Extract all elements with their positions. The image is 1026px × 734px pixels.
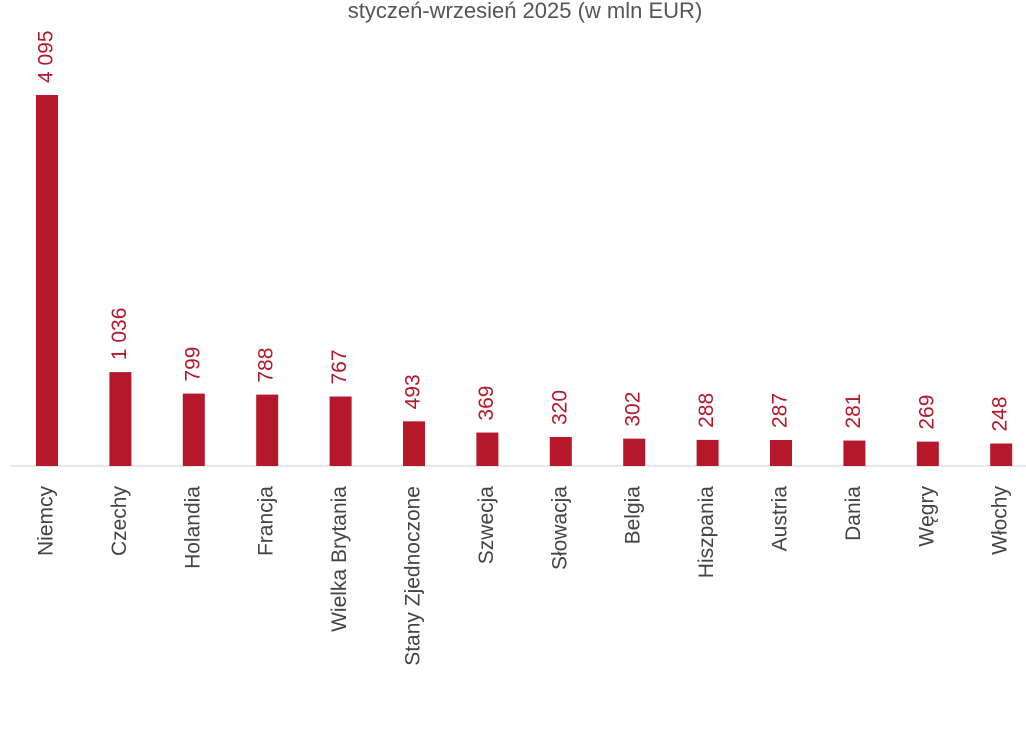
x-tick-label: Szwecja — [475, 486, 498, 565]
value-label: 248 — [989, 396, 1012, 431]
x-tick-label: Wielka Brytania — [328, 486, 351, 632]
bar — [182, 393, 205, 466]
bar — [36, 95, 58, 466]
value-label: 1 036 — [108, 308, 131, 361]
value-label: 799 — [181, 347, 204, 382]
bar — [549, 437, 572, 466]
value-label: 767 — [328, 349, 351, 384]
value-label: 269 — [915, 395, 938, 430]
x-tick-label: Belgia — [622, 486, 645, 545]
bar — [696, 439, 719, 466]
x-tick-label: Austria — [769, 486, 792, 552]
x-tick-label: Słowacja — [548, 486, 571, 570]
chart-title: styczeń-wrzesień 2025 (w mln EUR) — [348, 0, 703, 23]
x-tick-label: Niemcy — [35, 486, 58, 557]
x-tick-label: Stany Zjednoczone — [402, 486, 425, 666]
x-tick-label: Holandia — [181, 486, 204, 569]
bar — [623, 438, 646, 466]
value-label: 493 — [402, 374, 425, 409]
bar — [476, 432, 499, 466]
value-label: 302 — [622, 392, 645, 427]
value-label: 287 — [769, 393, 792, 428]
value-label: 369 — [475, 386, 498, 421]
value-label: 4 095 — [35, 30, 58, 83]
bar — [843, 440, 866, 466]
value-label: 788 — [255, 348, 278, 383]
bar — [256, 394, 279, 466]
bar — [990, 443, 1013, 466]
x-tick-label: Hiszpania — [695, 486, 718, 579]
bar — [109, 372, 132, 466]
value-label: 281 — [842, 393, 865, 428]
bar — [403, 421, 425, 466]
x-tick-label: Dania — [842, 486, 865, 541]
value-label: 288 — [695, 393, 718, 428]
x-tick-label: Francja — [255, 486, 278, 556]
x-tick-label: Węgry — [915, 486, 938, 547]
bar — [770, 439, 792, 466]
value-label: 320 — [548, 390, 571, 425]
x-tick-label: Włochy — [989, 486, 1012, 555]
bar — [916, 441, 939, 466]
bar — [329, 396, 352, 466]
x-tick-label: Czechy — [108, 486, 131, 557]
